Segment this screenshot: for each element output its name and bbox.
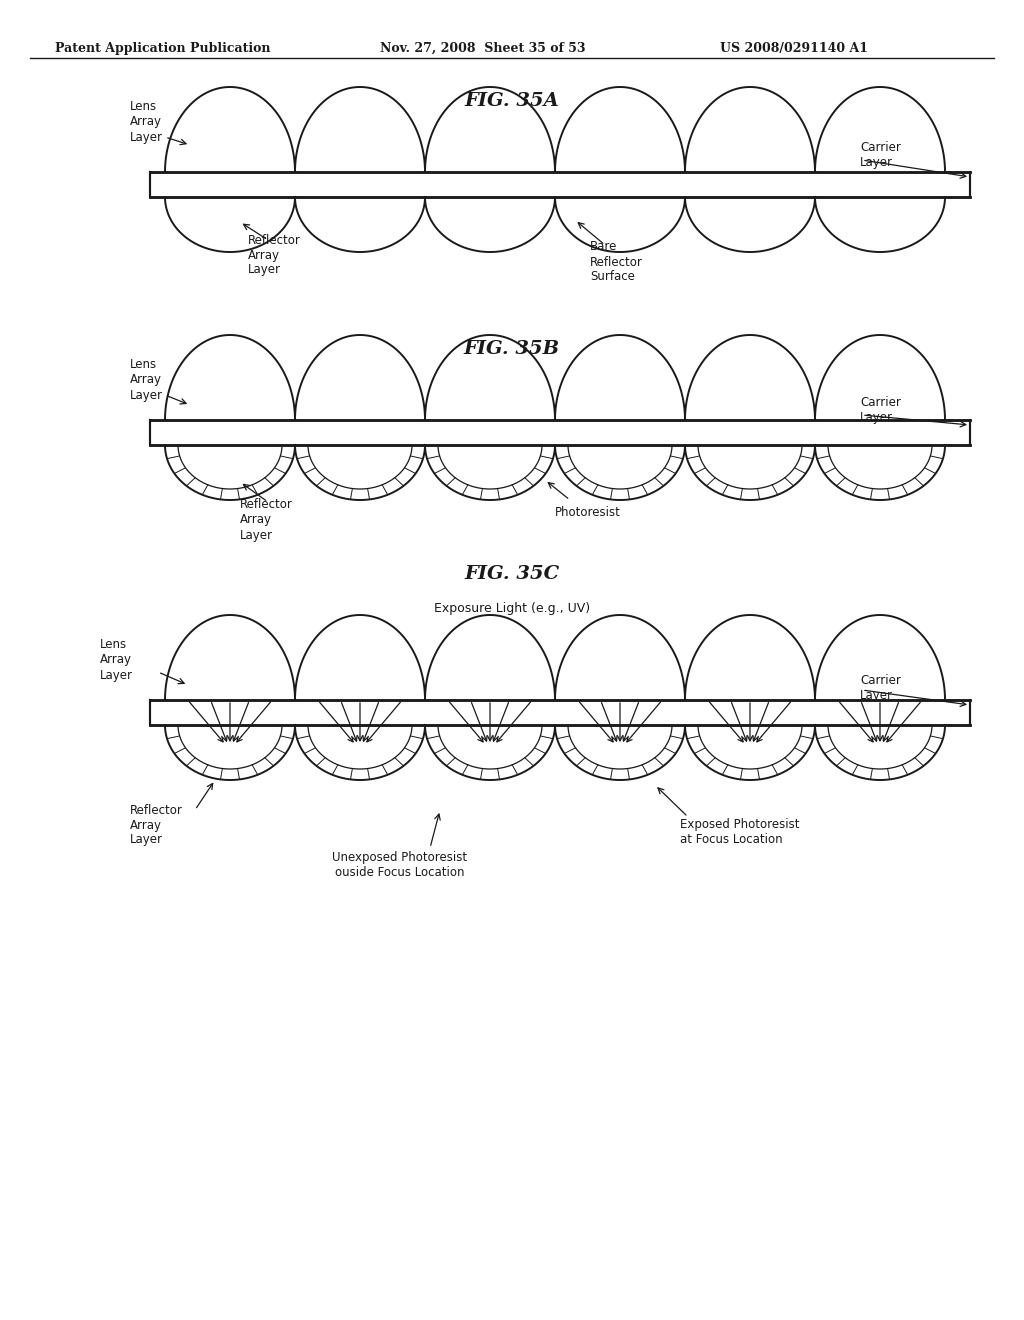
Text: Exposure Light (e.g., UV): Exposure Light (e.g., UV): [434, 602, 590, 615]
Text: Reflector
Array
Layer: Reflector Array Layer: [240, 499, 293, 541]
Text: Bare
Reflector
Surface: Bare Reflector Surface: [590, 240, 643, 284]
Text: FIG. 35B: FIG. 35B: [464, 341, 560, 358]
Text: Lens
Array
Layer: Lens Array Layer: [100, 639, 133, 681]
Text: Patent Application Publication: Patent Application Publication: [55, 42, 270, 55]
Text: FIG. 35C: FIG. 35C: [465, 565, 559, 583]
Polygon shape: [150, 420, 970, 445]
Text: Reflector
Array
Layer: Reflector Array Layer: [248, 234, 301, 276]
Text: Carrier
Layer: Carrier Layer: [860, 675, 901, 702]
Text: Lens
Array
Layer: Lens Array Layer: [130, 359, 163, 401]
Text: FIG. 35A: FIG. 35A: [465, 92, 559, 110]
Text: Nov. 27, 2008  Sheet 35 of 53: Nov. 27, 2008 Sheet 35 of 53: [380, 42, 586, 55]
Text: Reflector
Array
Layer: Reflector Array Layer: [130, 804, 183, 846]
Polygon shape: [150, 700, 970, 725]
Text: Carrier
Layer: Carrier Layer: [860, 141, 901, 169]
Text: Carrier
Layer: Carrier Layer: [860, 396, 901, 424]
Text: Photoresist: Photoresist: [555, 506, 621, 519]
Text: US 2008/0291140 A1: US 2008/0291140 A1: [720, 42, 868, 55]
Text: Unexposed Photoresist
ouside Focus Location: Unexposed Photoresist ouside Focus Locat…: [333, 851, 468, 879]
Text: Exposed Photoresist
at Focus Location: Exposed Photoresist at Focus Location: [680, 818, 800, 846]
Polygon shape: [150, 172, 970, 197]
Text: Lens
Array
Layer: Lens Array Layer: [130, 100, 163, 144]
